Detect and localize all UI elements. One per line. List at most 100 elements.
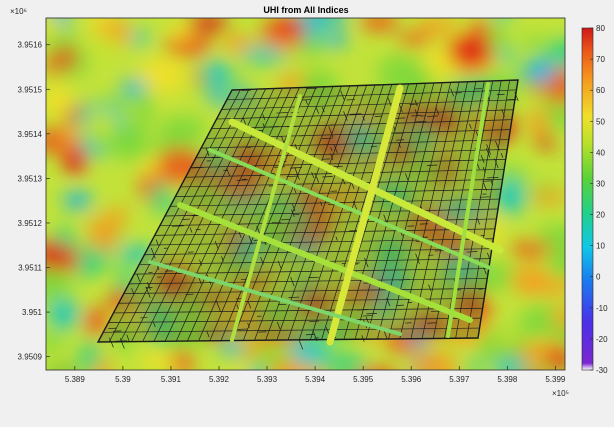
heat-blob (161, 115, 208, 137)
heat-blob (221, 34, 257, 53)
parcel-line (398, 142, 401, 148)
heat-hotspot (56, 46, 76, 70)
x-tick-label: 5.398 (497, 375, 518, 384)
heat-blob (216, 172, 264, 201)
heat-blob (305, 18, 349, 23)
heat-blob (47, 298, 80, 330)
parcel-line (126, 334, 130, 343)
heat-blob (346, 120, 373, 155)
heat-blob (46, 267, 73, 303)
x-tick-label: 5.392 (209, 375, 230, 384)
parcel-line (226, 167, 231, 177)
heat-blob (438, 202, 487, 219)
x-tick-label: 5.394 (305, 375, 326, 384)
parcel-line (333, 143, 338, 154)
parcel-line (247, 322, 250, 328)
parcel-line (136, 274, 141, 282)
parcel-line (288, 296, 300, 298)
heat-blob (131, 28, 149, 47)
parcel-line (482, 167, 486, 174)
heat-blob (499, 18, 506, 19)
parcel-line (277, 260, 282, 270)
x-tick-label: 5.393 (257, 375, 278, 384)
y-tick-label: 3.951 (22, 308, 43, 317)
parcel-line (221, 256, 224, 262)
parcel-line (308, 276, 319, 279)
colorbar-tick-label: 20 (596, 211, 605, 220)
parcel-line (330, 147, 333, 152)
colorbar (581, 27, 594, 371)
parcel-line (411, 115, 422, 117)
colorbar-tick-label: 80 (596, 24, 605, 33)
parcel-line (262, 123, 265, 128)
heat-blob (360, 18, 399, 32)
heat-blob (216, 258, 256, 274)
parcel-line (314, 172, 320, 183)
parcel-line (325, 327, 330, 334)
heat-blob (511, 265, 550, 296)
parcel-line (149, 238, 494, 246)
heat-blob (242, 343, 261, 356)
parcel-line (426, 164, 438, 166)
x-tick-label: 5.395 (353, 375, 374, 384)
heat-hotspot (278, 20, 306, 40)
heat-blob (406, 122, 438, 151)
parcel-line (383, 330, 388, 339)
heat-blob (534, 135, 558, 149)
parcel-line (321, 137, 333, 139)
heat-blob (229, 142, 272, 178)
heat-blob (84, 107, 118, 141)
heat-blob (88, 214, 119, 253)
heat-blob (136, 97, 154, 129)
heat-blob (466, 356, 484, 370)
parcel-line (394, 117, 406, 119)
parcel-line (435, 107, 440, 115)
parcel-line (353, 200, 358, 210)
x-tick-label: 5.391 (161, 375, 182, 384)
parcel-line (349, 113, 362, 115)
parcel-line (292, 203, 296, 212)
heat-blob (150, 182, 170, 215)
heat-blob (523, 372, 545, 387)
parcel-line (340, 90, 345, 101)
parcel-line (123, 288, 486, 294)
parcel-line (144, 248, 492, 256)
colorbar-tick-label: 50 (596, 117, 605, 126)
heat-blob (492, 358, 529, 370)
parcel-line (514, 92, 519, 102)
y-tick-label: 3.9514 (18, 130, 43, 139)
colorbar-tick-label: 60 (596, 86, 605, 95)
parcel-line (289, 167, 302, 169)
parcel-line (201, 139, 509, 149)
parcel-line (469, 123, 472, 129)
heat-blob (394, 102, 433, 127)
colorbar-tick-label: 70 (596, 55, 605, 64)
parcel-line (115, 340, 128, 342)
heat-blob (201, 60, 232, 85)
parcel-line (476, 218, 480, 225)
parcel-line (195, 149, 508, 159)
parcel-line (247, 301, 252, 309)
parcel-line (335, 236, 338, 241)
heat-blob (231, 365, 254, 370)
parcel-line (494, 158, 499, 168)
parcel-line (296, 171, 300, 180)
parcel-line (495, 140, 500, 151)
parcel-line (486, 144, 491, 155)
heat-blob (91, 32, 120, 63)
parcel-line (399, 279, 410, 281)
heat-blob (180, 319, 216, 347)
heat-blob (46, 332, 65, 351)
y-tick-label: 3.9512 (18, 219, 43, 228)
parcel-line (501, 109, 505, 117)
parcel-line (483, 182, 487, 191)
heat-blob (120, 79, 148, 95)
heat-hotspot (410, 315, 450, 335)
parcel-line (405, 173, 409, 181)
parcel-line (362, 115, 365, 121)
parcel-line (328, 126, 334, 138)
heat-blob (240, 46, 287, 64)
parcel-line (362, 315, 373, 317)
parcel-line (480, 154, 485, 163)
